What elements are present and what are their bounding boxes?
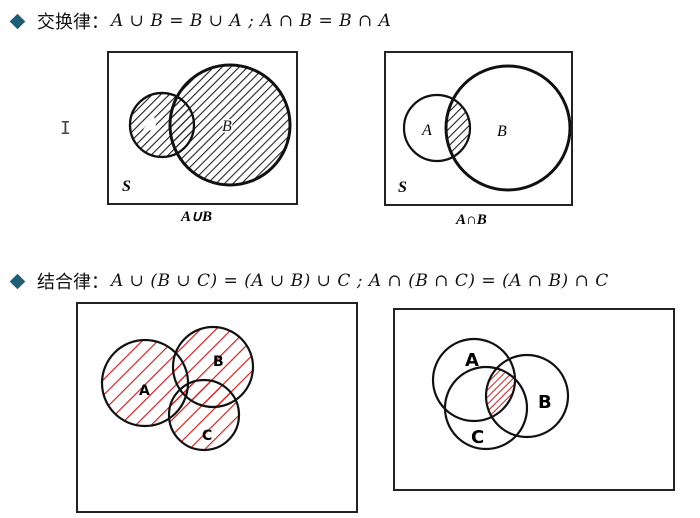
universe-label: S — [398, 179, 407, 196]
set-c-label: C — [471, 427, 484, 448]
set-c-circle — [443, 365, 529, 451]
associative-heading: 结合律： A ∪ (B ∪ C) = (A ∪ B) ∪ C ; A ∩ (B … — [9, 266, 609, 296]
set-b-circle — [484, 353, 570, 439]
set-b-label: B — [213, 354, 224, 370]
set-c-circle — [167, 378, 241, 452]
set-b-circle — [168, 63, 292, 187]
intersection-caption: A∩B — [455, 212, 487, 228]
universe-label: S — [122, 178, 131, 195]
universe-box — [393, 308, 675, 491]
set-a-label: A — [465, 350, 479, 371]
set-a-circle — [402, 93, 472, 163]
venn-union-ab: A B S A∪B — [107, 51, 298, 225]
set-b-label: B — [497, 123, 507, 140]
set-a-label: A — [421, 122, 432, 139]
associative-formula: A ∪ (B ∪ C) = (A ∪ B) ∪ C ; A ∩ (B ∩ C) … — [111, 271, 609, 291]
set-b-circle — [444, 64, 572, 192]
set-a-label: A — [145, 116, 156, 133]
venn-union-abc: A B C — [76, 302, 358, 513]
union-caption: A∪B — [180, 209, 212, 225]
set-b-circle — [171, 325, 255, 409]
associative-label: 结合律： — [37, 272, 109, 293]
venn-intersection-abc: A B C — [393, 308, 675, 491]
text-cursor-icon: I — [60, 118, 71, 139]
commutative-heading: 交换律： A ∪ B = B ∪ A ; A ∩ B = B ∩ A — [9, 6, 392, 36]
venn-intersection-ab: A B S A∩B — [384, 51, 573, 228]
commutative-formula: A ∪ B = B ∪ A ; A ∩ B = B ∩ A — [111, 11, 392, 31]
set-b-label: B — [538, 392, 552, 413]
set-a-label: A — [139, 383, 150, 399]
triple-intersection-region — [486, 367, 515, 421]
set-c-label: C — [202, 428, 212, 444]
set-b-label: B — [222, 118, 232, 135]
commutative-label: 交换律： — [37, 12, 109, 33]
